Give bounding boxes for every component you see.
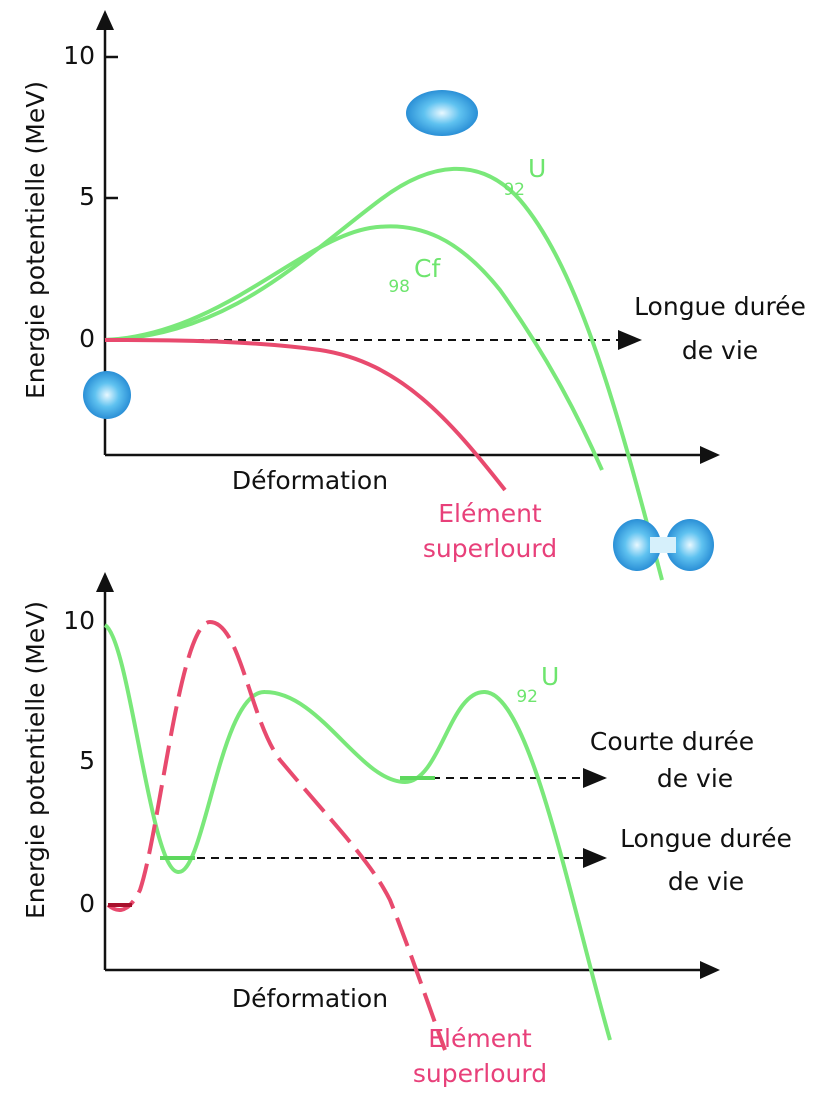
axis-arrows bbox=[96, 10, 720, 464]
curve-symbol: U bbox=[541, 662, 559, 691]
annotation: de vie bbox=[668, 867, 744, 896]
annotation: Courte durée bbox=[590, 727, 754, 756]
axis-arrows bbox=[96, 572, 720, 979]
x-axis-label: Déformation bbox=[232, 984, 388, 1013]
y-tick-label: 10 bbox=[63, 606, 95, 635]
x-axis-label: Déformation bbox=[232, 466, 388, 495]
y-tick-label: 0 bbox=[79, 324, 95, 353]
curve-symbol: Cf bbox=[414, 254, 441, 283]
nucleus-neck bbox=[650, 537, 676, 553]
axes bbox=[103, 22, 708, 457]
y-tick-label: 5 bbox=[79, 746, 95, 775]
curve-sub: 98 bbox=[388, 277, 410, 297]
y-axis-label: Energie potentielle (MeV) bbox=[21, 601, 50, 919]
curve-superheavy bbox=[104, 338, 507, 492]
curve-superheavy bbox=[106, 619, 447, 1051]
curve-symbol: U bbox=[528, 154, 546, 183]
y-tick-label: 0 bbox=[79, 889, 95, 918]
level bbox=[160, 776, 435, 860]
curve-sub: 92 bbox=[516, 687, 538, 707]
annotation: de vie bbox=[682, 336, 758, 365]
y-tick-label: 10 bbox=[63, 41, 95, 70]
curve-sub: 92 bbox=[503, 180, 525, 200]
annotation: de vie bbox=[657, 764, 733, 793]
curve-u bbox=[104, 166, 664, 581]
element-label: Elément bbox=[428, 1024, 532, 1053]
element-label: superlourd bbox=[423, 534, 557, 563]
element-label: Elément bbox=[438, 499, 542, 528]
annotation: Longue durée bbox=[634, 292, 806, 321]
annotation: Longue durée bbox=[620, 824, 792, 853]
nucleus-fission bbox=[666, 519, 714, 571]
nucleus-fission bbox=[613, 519, 661, 571]
nucleus-sphere bbox=[83, 371, 131, 419]
y-axis-label: Energie potentielle (MeV) bbox=[21, 81, 50, 399]
element-label: superlourd bbox=[413, 1059, 547, 1088]
curve-cf bbox=[104, 224, 604, 471]
axes bbox=[103, 585, 708, 972]
y-tick-label: 5 bbox=[79, 182, 95, 211]
nucleus-deformed bbox=[406, 90, 478, 136]
